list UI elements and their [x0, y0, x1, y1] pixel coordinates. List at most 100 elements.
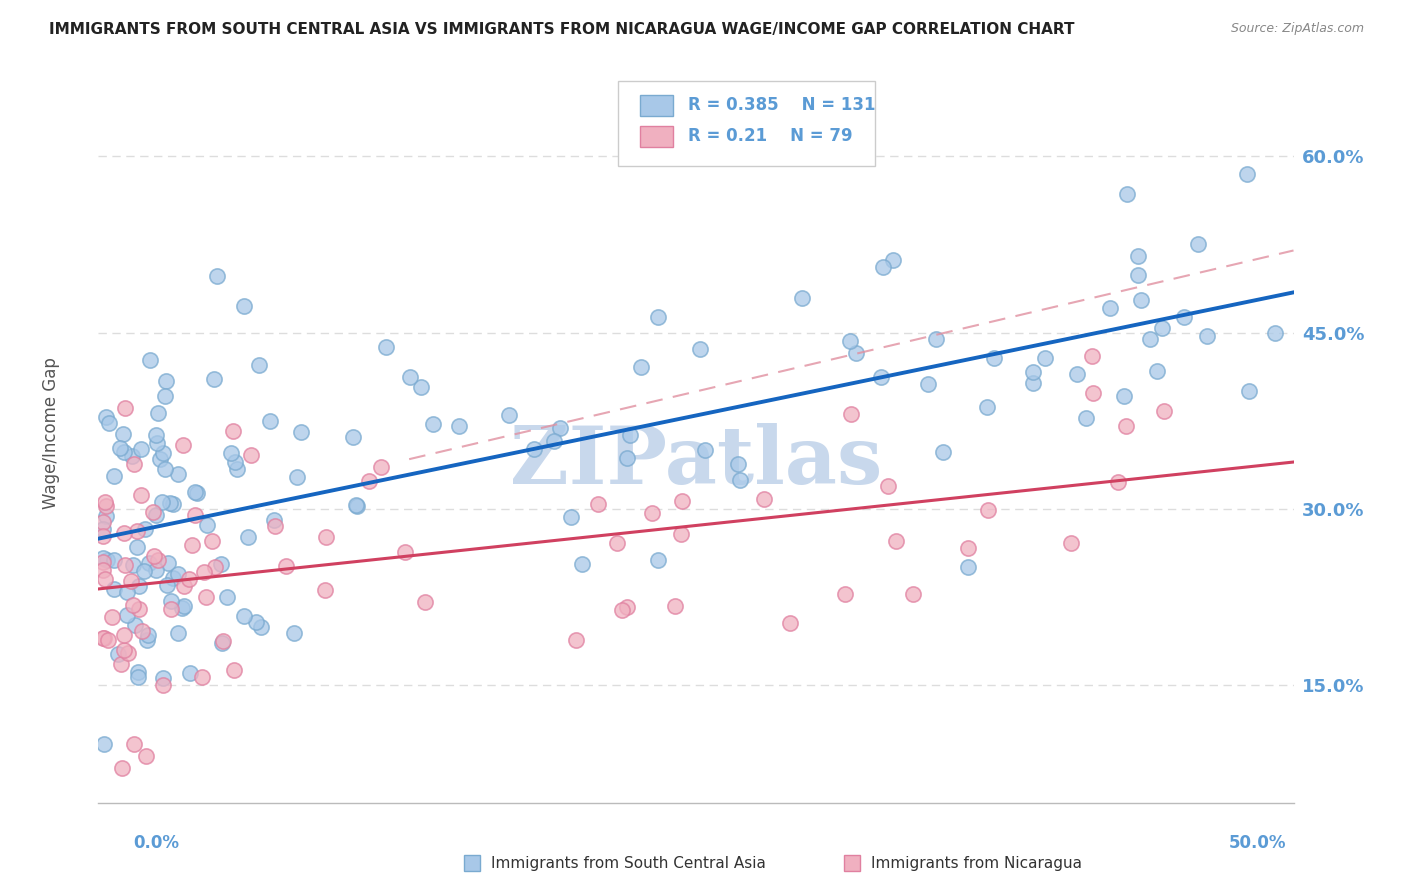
- Point: [1126, 249, 1149, 263]
- Text: 0.0%: 0.0%: [134, 834, 180, 852]
- Point: [290, 425, 312, 439]
- Point: [606, 536, 628, 550]
- Point: [122, 558, 145, 572]
- Point: [155, 462, 177, 476]
- Point: [647, 310, 669, 324]
- Point: [641, 506, 664, 520]
- Point: [225, 462, 247, 476]
- Point: [870, 369, 893, 384]
- FancyBboxPatch shape: [619, 81, 876, 166]
- Point: [139, 353, 162, 368]
- Point: [285, 469, 308, 483]
- Point: [571, 558, 593, 572]
- Point: [91, 632, 114, 646]
- Point: [179, 665, 201, 680]
- Point: [101, 609, 124, 624]
- Point: [342, 430, 364, 444]
- Point: [136, 628, 159, 642]
- Point: [146, 436, 169, 450]
- Point: [259, 414, 281, 428]
- Point: [125, 540, 148, 554]
- Point: [117, 584, 139, 599]
- Point: [1083, 386, 1105, 401]
- Point: [159, 496, 181, 510]
- Point: [1139, 332, 1161, 346]
- Point: [157, 556, 180, 570]
- Point: [195, 518, 218, 533]
- Point: [413, 595, 436, 609]
- Point: [1022, 365, 1045, 379]
- Text: Immigrants from South Central Asia: Immigrants from South Central Asia: [491, 856, 766, 871]
- Point: [156, 578, 179, 592]
- Text: IMMIGRANTS FROM SOUTH CENTRAL ASIA VS IMMIGRANTS FROM NICARAGUA WAGE/INCOME GAP : IMMIGRANTS FROM SOUTH CENTRAL ASIA VS IM…: [49, 22, 1074, 37]
- Point: [209, 558, 232, 572]
- Point: [93, 737, 115, 751]
- Point: [91, 529, 114, 543]
- Point: [669, 526, 692, 541]
- Point: [152, 678, 174, 692]
- Point: [132, 564, 155, 578]
- Point: [1074, 410, 1097, 425]
- Text: Wage/Income Gap: Wage/Income Gap: [42, 357, 59, 508]
- Text: ZIPatlas: ZIPatlas: [510, 423, 882, 501]
- Point: [94, 508, 117, 523]
- Point: [693, 443, 716, 458]
- Point: [91, 551, 114, 566]
- Point: [884, 533, 907, 548]
- Point: [224, 664, 246, 678]
- Point: [845, 345, 868, 359]
- Point: [728, 473, 751, 487]
- Point: [344, 498, 367, 512]
- Point: [128, 579, 150, 593]
- Point: [127, 670, 149, 684]
- Point: [876, 479, 898, 493]
- Point: [263, 513, 285, 527]
- Point: [212, 634, 235, 648]
- Point: [1033, 351, 1056, 365]
- Point: [202, 372, 225, 386]
- Point: [560, 510, 582, 524]
- Point: [195, 590, 218, 604]
- Point: [160, 594, 183, 608]
- Point: [1116, 186, 1139, 201]
- Point: [630, 359, 652, 374]
- Point: [153, 389, 176, 403]
- Point: [114, 401, 136, 415]
- Point: [148, 406, 170, 420]
- Point: [956, 541, 979, 555]
- Point: [122, 457, 145, 471]
- Point: [91, 522, 114, 536]
- Point: [647, 553, 669, 567]
- Point: [173, 579, 195, 593]
- Point: [152, 446, 174, 460]
- Point: [103, 582, 125, 597]
- Point: [1263, 326, 1285, 340]
- Text: Source: ZipAtlas.com: Source: ZipAtlas.com: [1230, 22, 1364, 36]
- Point: [138, 557, 160, 571]
- Point: [671, 493, 693, 508]
- Point: [925, 332, 948, 346]
- Point: [357, 474, 380, 488]
- Point: [112, 643, 135, 657]
- Point: [129, 442, 152, 456]
- Point: [191, 670, 214, 684]
- Point: [103, 553, 125, 567]
- Point: [1128, 268, 1150, 283]
- Point: [1112, 388, 1135, 402]
- Point: [616, 450, 638, 465]
- Point: [107, 648, 129, 662]
- Point: [204, 560, 226, 574]
- Point: [1187, 237, 1209, 252]
- Point: [664, 599, 686, 613]
- Point: [224, 455, 246, 469]
- Point: [839, 334, 862, 349]
- Point: [211, 636, 233, 650]
- Point: [180, 538, 202, 552]
- Point: [233, 299, 256, 313]
- Point: [264, 519, 287, 533]
- Point: [97, 632, 120, 647]
- Point: [1237, 384, 1260, 399]
- Point: [96, 553, 118, 567]
- Point: [901, 587, 924, 601]
- Point: [1059, 535, 1081, 549]
